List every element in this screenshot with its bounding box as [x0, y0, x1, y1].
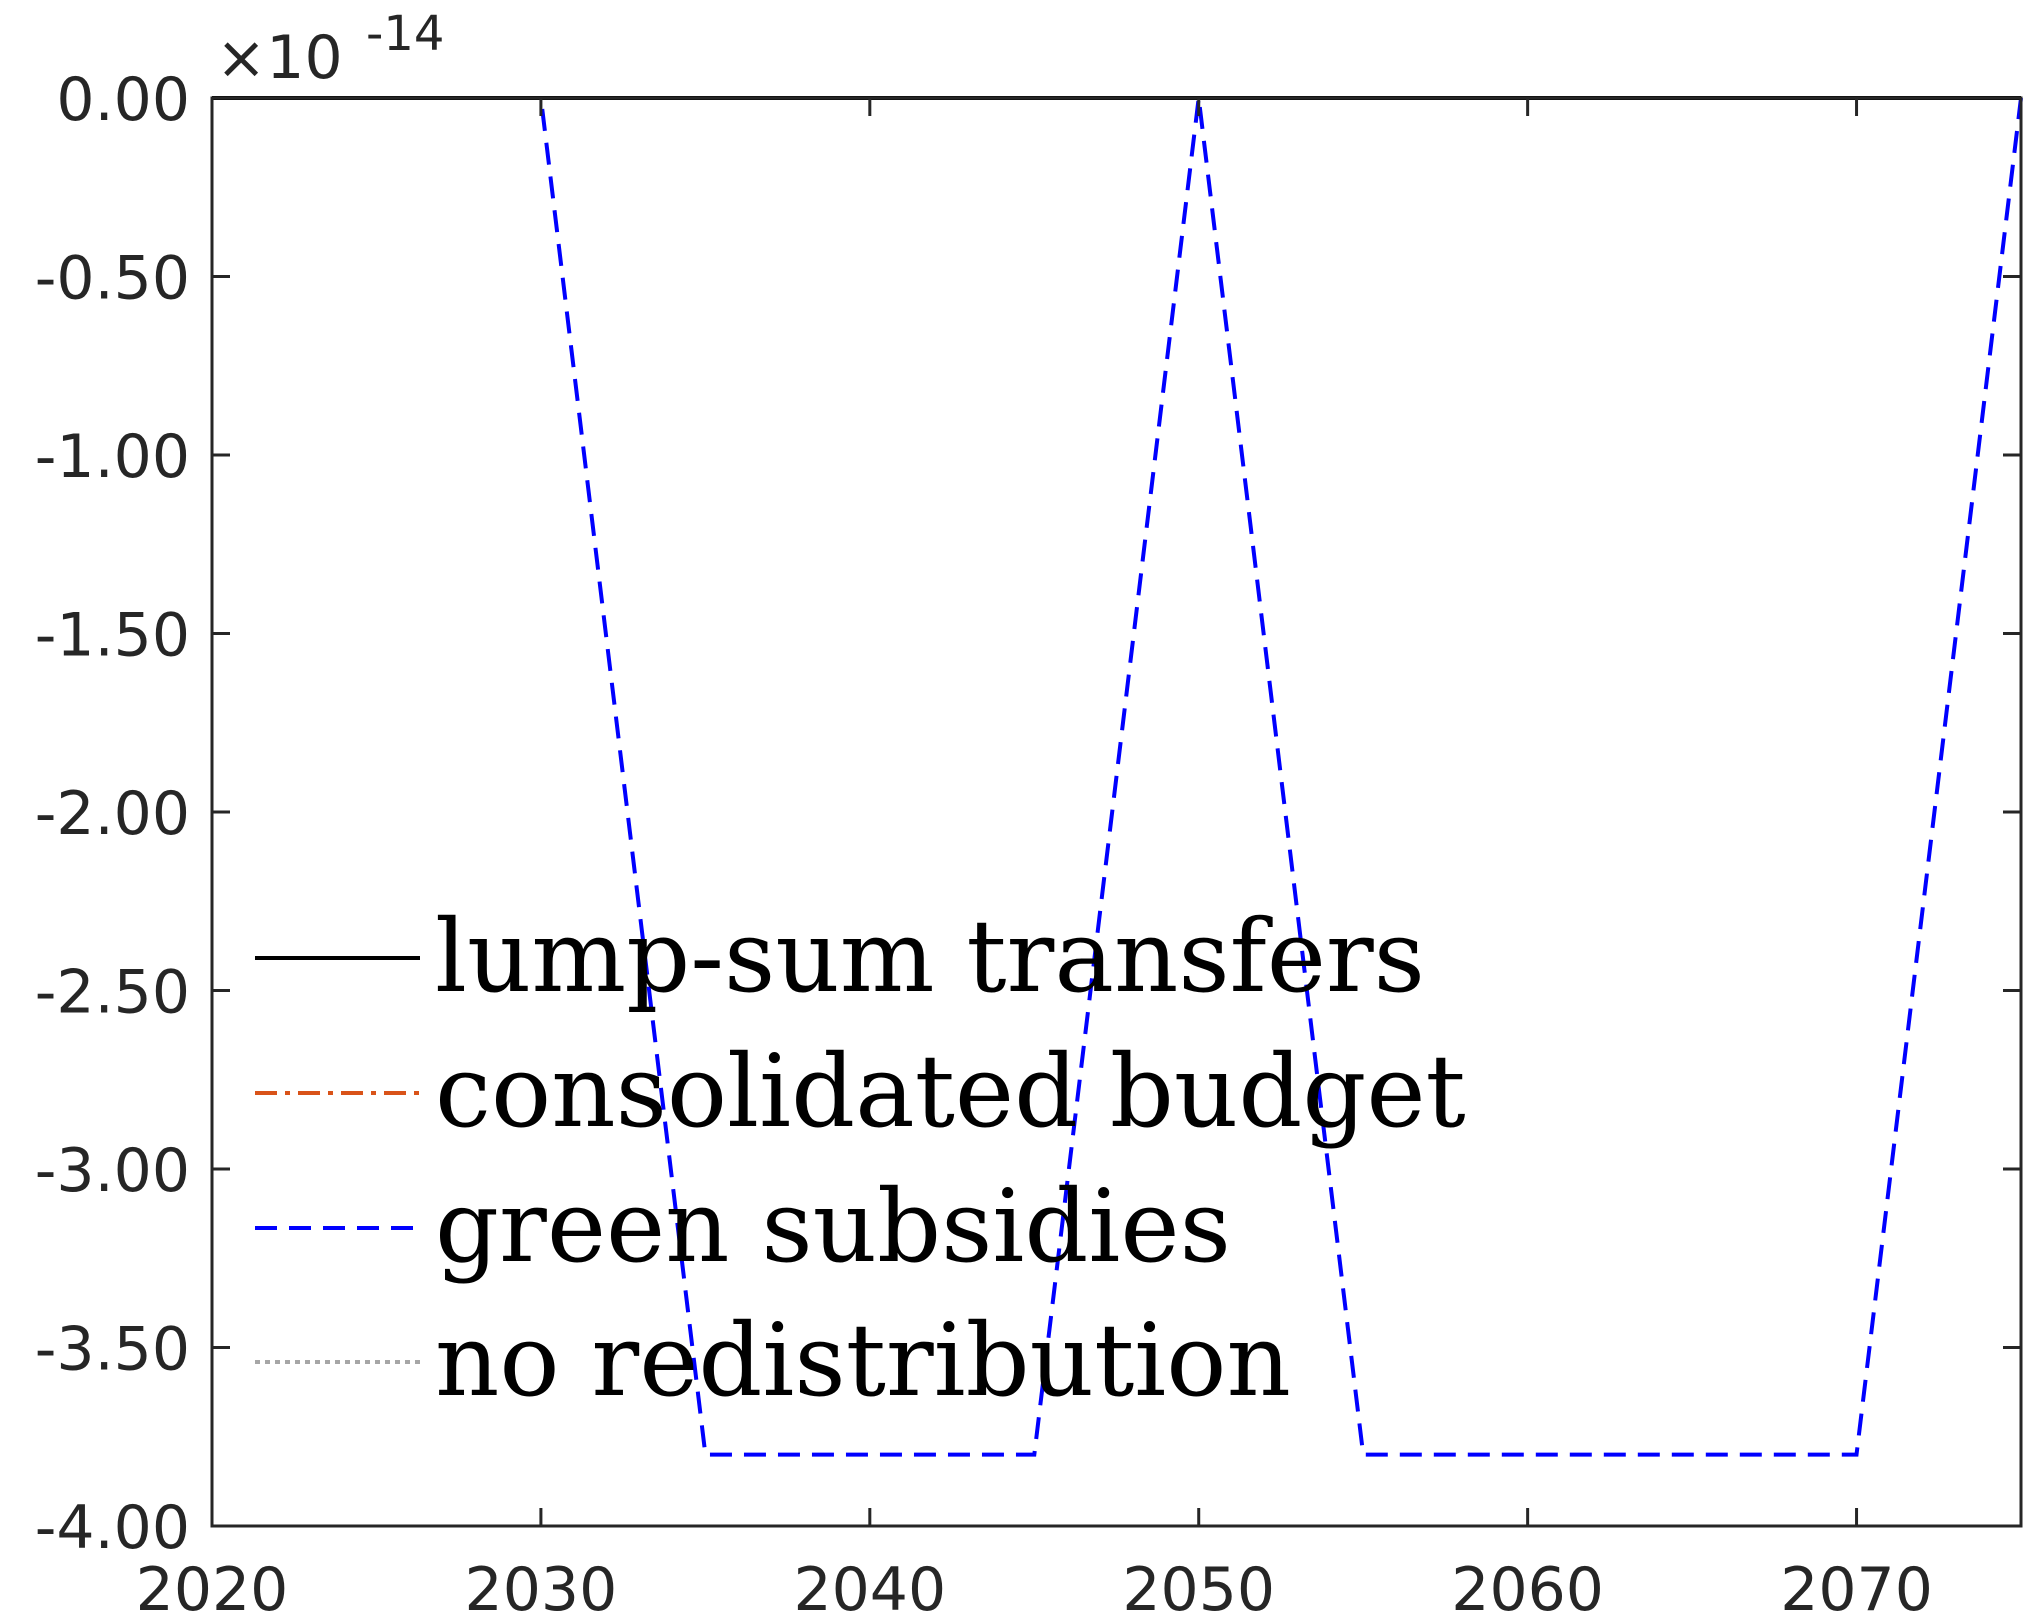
y-exponent-label: ×10 -14	[216, 6, 444, 93]
tick-label-layer: 2020 2030 2040 2050 2060 2070 0.00 -0.50 -1.00 -1…	[35, 65, 1933, 1622]
y-tick-label: -3.50	[35, 1315, 190, 1385]
legend-entry-label: consolidated budget	[435, 1033, 1466, 1150]
x-tick-label: 2030	[465, 1555, 618, 1622]
y-exponent-power: -14	[366, 6, 444, 62]
y-tick-label: -4.00	[35, 1493, 190, 1563]
y-tick-label: -1.00	[35, 422, 190, 492]
y-exponent-times: ×10	[216, 23, 343, 93]
plot-background	[212, 98, 2021, 1526]
legend: lump-sum transfers consolidated budget gre…	[255, 898, 1466, 1419]
x-tick-label: 2020	[136, 1555, 289, 1622]
x-tick-label: 2060	[1451, 1555, 1604, 1622]
x-tick-label: 2070	[1780, 1555, 1933, 1622]
legend-entry-label: lump-sum transfers	[435, 898, 1425, 1015]
x-tick-label: 2050	[1122, 1555, 1275, 1622]
y-tick-label: 0.00	[56, 65, 190, 135]
y-tick-label: -0.50	[35, 244, 190, 314]
legend-entry-label: green subsidies	[435, 1168, 1231, 1285]
x-tick-label: 2040	[793, 1555, 946, 1622]
y-tick-label: -2.00	[35, 779, 190, 849]
y-tick-label: -2.50	[35, 958, 190, 1028]
y-tick-label: -3.00	[35, 1136, 190, 1206]
legend-entry-label: no redistribution	[435, 1302, 1291, 1419]
tick-layer	[210, 96, 2021, 1528]
series-line-green-subsidies	[212, 96, 2023, 1457]
y-tick-label: -1.50	[35, 601, 190, 671]
